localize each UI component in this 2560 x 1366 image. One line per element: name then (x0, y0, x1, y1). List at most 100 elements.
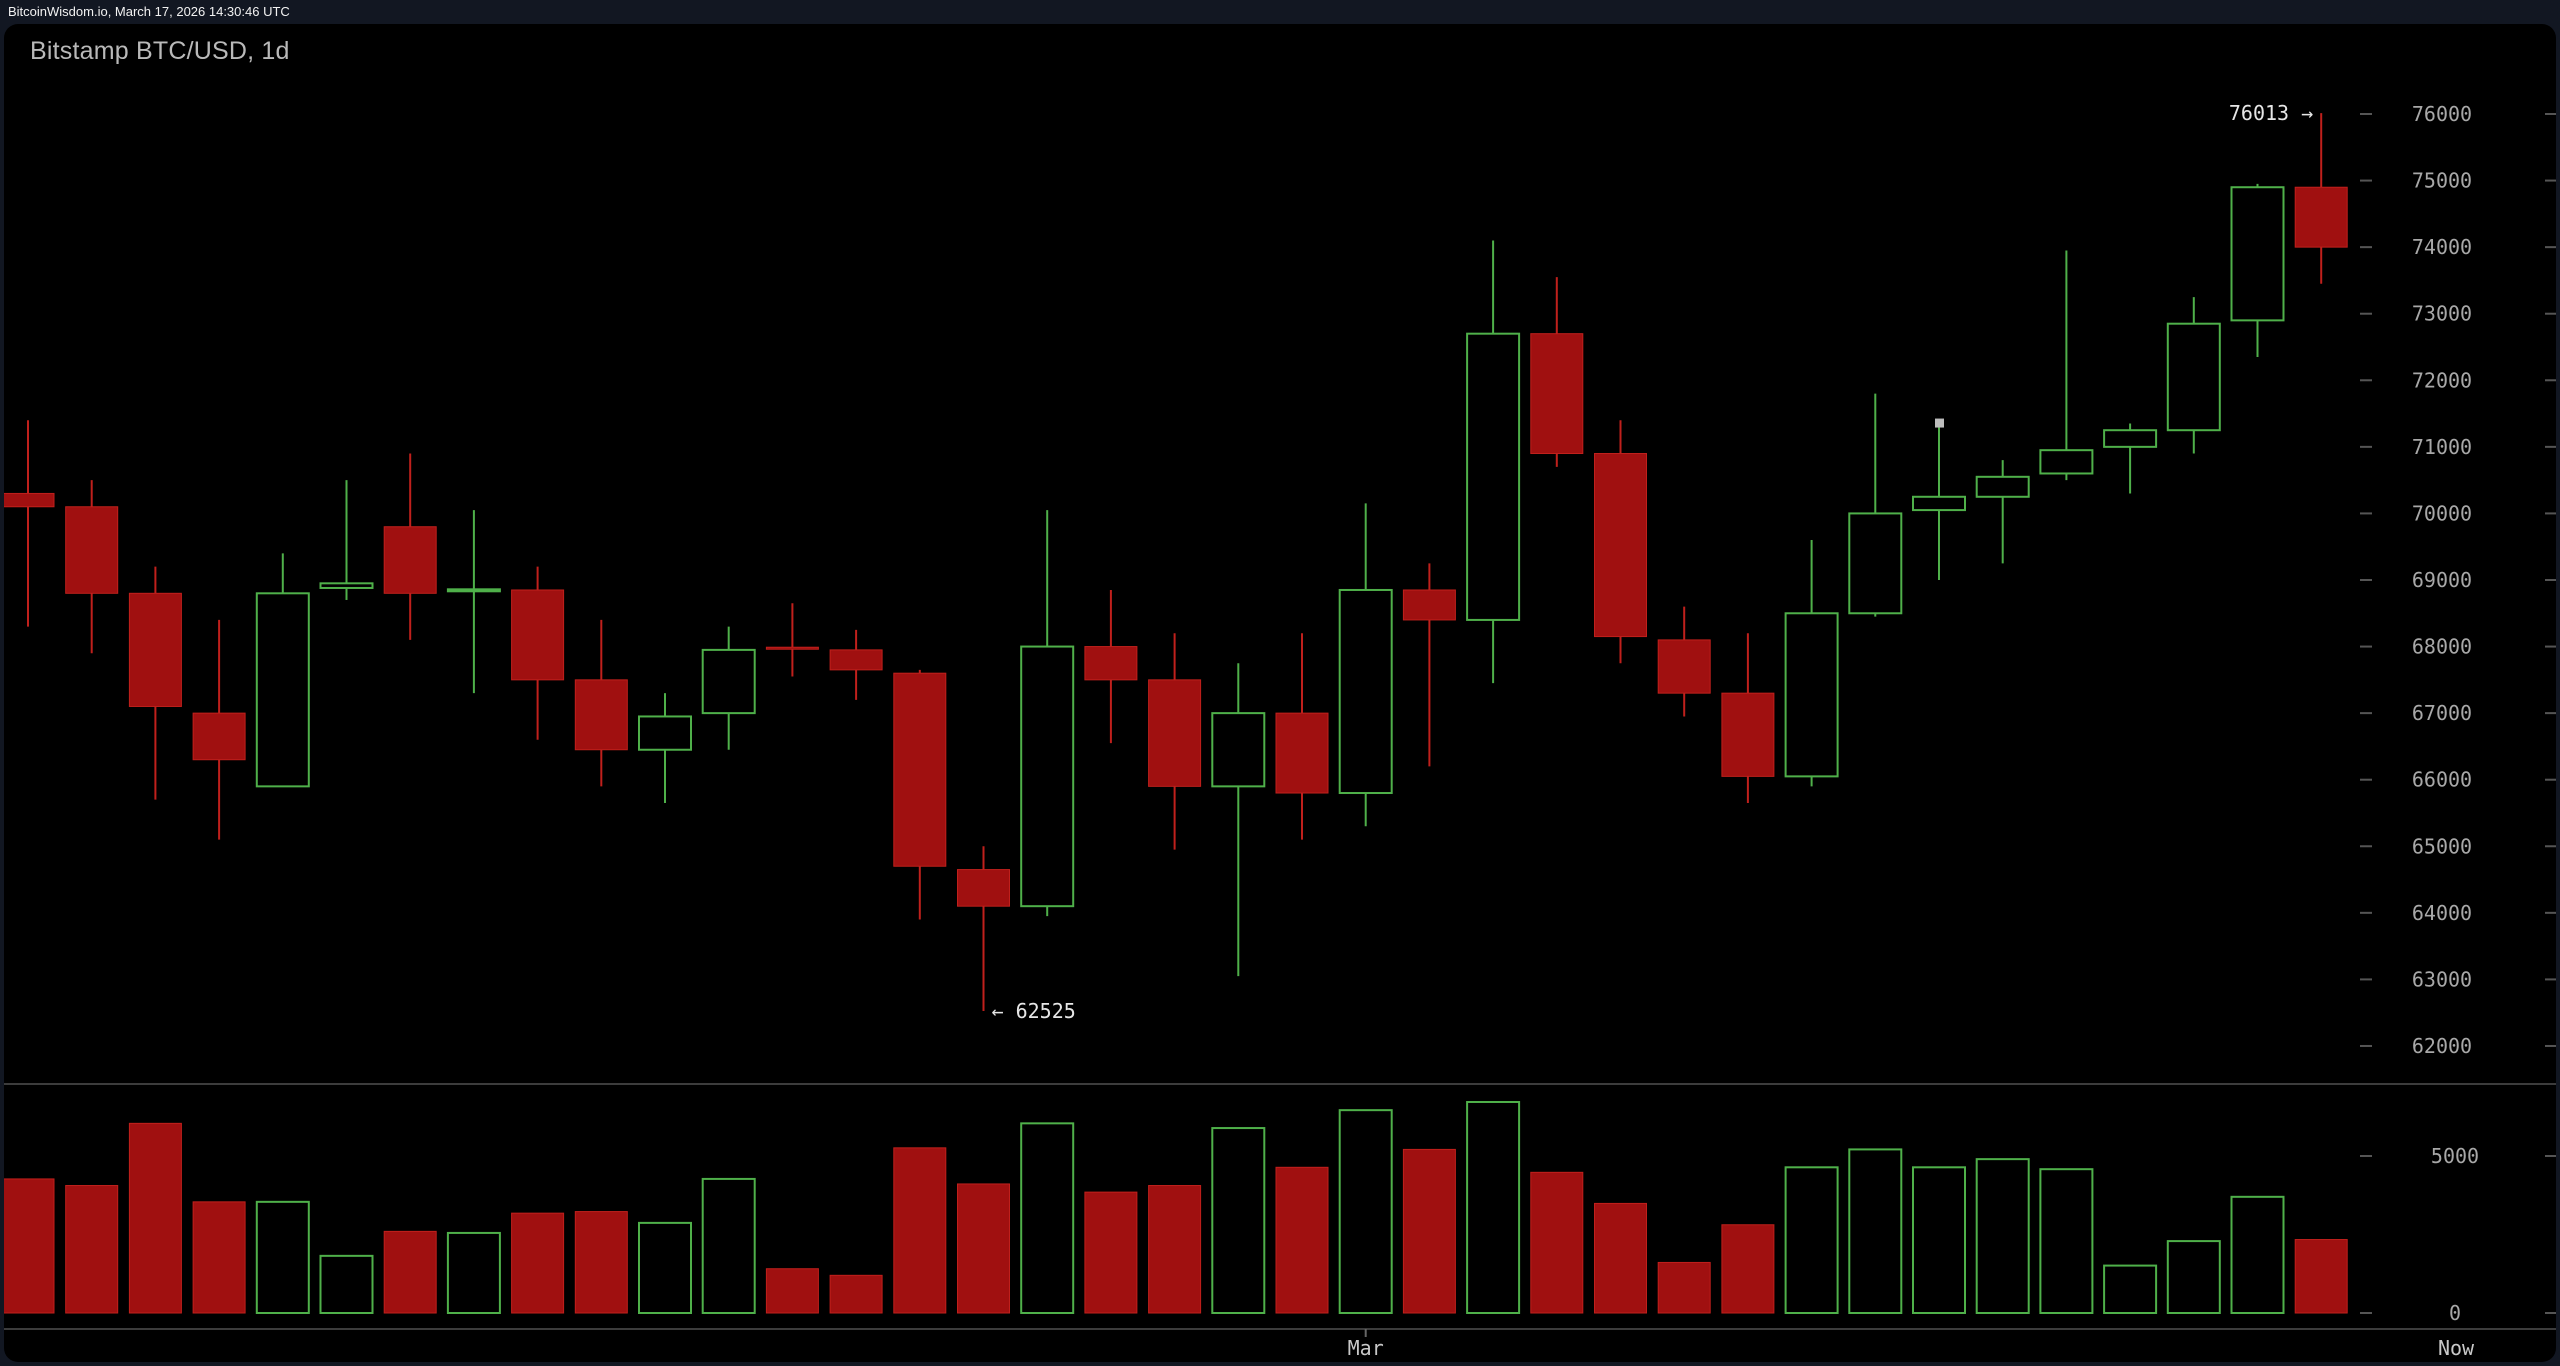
candle-body-down[interactable] (1084, 646, 1138, 681)
candle-body-down[interactable] (765, 646, 819, 650)
candle-body-down[interactable] (128, 592, 182, 707)
source-timestamp: BitcoinWisdom.io, March 17, 2026 14:30:4… (8, 4, 290, 19)
price-axis-label: 76000 (2412, 102, 2472, 126)
price-axis-label: 67000 (2412, 701, 2472, 725)
volume-axis-label: 0 (2449, 1301, 2461, 1325)
candle-body-up[interactable] (701, 648, 756, 715)
volume-bar-down[interactable] (765, 1268, 819, 1314)
volume-bar-up[interactable] (319, 1254, 374, 1315)
volume-bar-up[interactable] (701, 1177, 756, 1314)
volume-bar-down[interactable] (1148, 1185, 1202, 1314)
candle-body-down[interactable] (829, 649, 883, 671)
volume-bar-down[interactable] (893, 1147, 947, 1314)
volume-bar-down[interactable] (829, 1274, 883, 1314)
volume-bar-down[interactable] (1084, 1191, 1138, 1314)
candle-body-up[interactable] (1466, 332, 1521, 621)
candle-body-up[interactable] (2230, 186, 2285, 322)
candle-body-up[interactable] (1784, 612, 1839, 778)
volume-bar-up[interactable] (1211, 1127, 1266, 1314)
candle-body-down[interactable] (1530, 333, 1584, 455)
candle-body-up[interactable] (2039, 449, 2094, 475)
volume-bar-down[interactable] (1721, 1224, 1775, 1314)
volume-bar-up[interactable] (255, 1200, 310, 1314)
candle-body-down[interactable] (383, 526, 437, 594)
volume-bar-down[interactable] (1657, 1261, 1711, 1314)
price-axis-label: 64000 (2412, 901, 2472, 925)
chart-panel[interactable]: Bitstamp BTC/USD, 1d 62000 63000 64000 6500… (4, 24, 2556, 1362)
volume-bar-up[interactable] (1466, 1100, 1521, 1314)
volume-bar-down[interactable] (511, 1212, 565, 1314)
candle-body-down[interactable] (4, 492, 55, 508)
candle-body-down[interactable] (192, 712, 246, 761)
volume-bar-up[interactable] (2039, 1168, 2094, 1314)
price-axis-label: 71000 (2412, 435, 2472, 459)
candle-body-up[interactable] (1338, 588, 1393, 795)
candle-body-down[interactable] (574, 679, 628, 751)
volume-bar-up[interactable] (1848, 1148, 1903, 1314)
price-axis-label: 66000 (2412, 768, 2472, 792)
volume-bar-down[interactable] (192, 1201, 246, 1314)
volume-bar-down[interactable] (383, 1230, 437, 1314)
volume-bar-down[interactable] (65, 1185, 119, 1314)
period-low-annotation: ← 62525 (992, 999, 1076, 1023)
volume-bar-up[interactable] (1784, 1166, 1839, 1314)
cursor-marker (1935, 418, 1944, 428)
candle-body-up[interactable] (1211, 712, 1266, 788)
volume-bar-down[interactable] (957, 1183, 1010, 1314)
volume-bar-up[interactable] (446, 1231, 501, 1315)
candle-body-up[interactable] (255, 592, 310, 788)
price-axis-label: 70000 (2412, 501, 2472, 525)
volume-bar-down[interactable] (1402, 1148, 1456, 1314)
candle-body-down[interactable] (511, 589, 565, 681)
candle-body-up[interactable] (1912, 495, 1966, 512)
volume-bar-up[interactable] (1020, 1122, 1075, 1314)
volume-bar-up[interactable] (1912, 1166, 1966, 1314)
candle-body-up[interactable] (2166, 322, 2221, 432)
candle-body-up[interactable] (2103, 429, 2158, 448)
volume-bar-down[interactable] (574, 1211, 628, 1314)
candle-body-down[interactable] (1657, 639, 1711, 694)
price-axis-label: 68000 (2412, 635, 2472, 659)
volume-bar-down[interactable] (128, 1122, 182, 1314)
candle-body-down[interactable] (1721, 692, 1775, 777)
candle-body-up[interactable] (1975, 475, 2030, 498)
volume-bar-down[interactable] (1275, 1166, 1329, 1314)
volume-bar-up[interactable] (1975, 1158, 2030, 1315)
price-axis-label: 74000 (2412, 235, 2472, 259)
period-high-annotation: 76013 → (2229, 101, 2313, 125)
candle-body-down[interactable] (2294, 186, 2348, 248)
price-axis-label: 75000 (2412, 169, 2472, 193)
candle-body-down[interactable] (1594, 453, 1647, 638)
price-axis-label: 63000 (2412, 967, 2472, 991)
volume-bar-up[interactable] (2230, 1195, 2285, 1314)
price-axis-label: 72000 (2412, 368, 2472, 392)
volume-bar-down[interactable] (1594, 1202, 1647, 1314)
candle-body-up[interactable] (638, 715, 692, 751)
volume-bar-down[interactable] (1530, 1171, 1584, 1314)
price-axis-label: 65000 (2412, 834, 2472, 858)
price-axis-label: 69000 (2412, 568, 2472, 592)
candle-body-down[interactable] (1402, 589, 1456, 621)
candle-body-up[interactable] (1020, 645, 1075, 908)
volume-axis-label: 5000 (2431, 1144, 2479, 1168)
candle-body-down[interactable] (893, 672, 947, 867)
price-axis-label: 62000 (2412, 1034, 2472, 1058)
candle-body-down[interactable] (1275, 712, 1329, 794)
volume-bar-up[interactable] (638, 1221, 692, 1314)
candle-body-up[interactable] (319, 582, 374, 589)
chart-title: Bitstamp BTC/USD, 1d (30, 37, 290, 65)
candle-body-up[interactable] (446, 588, 501, 593)
candle-body-down[interactable] (1148, 679, 1202, 787)
candle-body-down[interactable] (957, 869, 1010, 907)
volume-bar-up[interactable] (1338, 1109, 1393, 1314)
price-axis-label: 73000 (2412, 302, 2472, 326)
volume-bar-down[interactable] (2294, 1239, 2348, 1314)
volume-bar-up[interactable] (2103, 1264, 2158, 1315)
candle-body-down[interactable] (65, 506, 119, 594)
volume-bar-down[interactable] (4, 1178, 55, 1314)
x-axis-label-now: Now (2438, 1336, 2475, 1360)
candle-body-up[interactable] (1848, 512, 1903, 615)
x-axis-label-mar: Mar (1348, 1336, 1384, 1360)
candlestick-chart[interactable]: 62000 63000 64000 65000 66000 67000 68000 69000… (4, 24, 2556, 1362)
volume-bar-up[interactable] (2166, 1240, 2221, 1314)
